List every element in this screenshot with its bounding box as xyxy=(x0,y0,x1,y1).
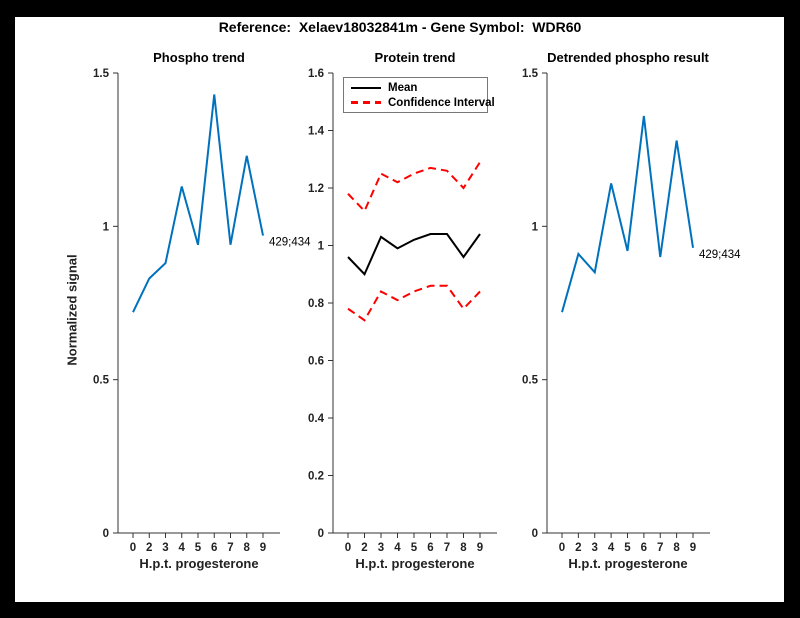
x-tick-label: 7 xyxy=(444,542,450,554)
x-tick-label: 4 xyxy=(394,542,401,554)
x-tick-label: 3 xyxy=(162,542,168,554)
series-line-phospho-signal xyxy=(132,94,264,313)
x-axis-label-1: H.p.t. progesterone xyxy=(139,556,259,571)
y-tick-label: 0.4 xyxy=(308,413,325,425)
x-tick-label: 7 xyxy=(657,542,663,554)
x-tick-label: 6 xyxy=(641,542,647,554)
x-tick-label: 9 xyxy=(690,542,696,554)
x-tick-label: 2 xyxy=(146,542,152,554)
y-tick-label: 0 xyxy=(103,528,109,540)
series-line-confidence-interval-upper xyxy=(347,161,481,213)
series-line-mean xyxy=(347,233,481,277)
x-tick-label: 7 xyxy=(227,542,233,554)
y-tick-label: 0.2 xyxy=(308,471,324,483)
confidence-interval-line-sample-icon xyxy=(351,101,381,104)
y-tick-label: 1 xyxy=(103,221,110,233)
y-tick-label: 1.6 xyxy=(308,68,324,80)
x-tick-label: 5 xyxy=(411,542,418,554)
legend-item-mean: Mean xyxy=(351,82,480,94)
y-tick-label: 1.5 xyxy=(93,68,110,80)
x-tick-label: 0 xyxy=(345,542,351,554)
x-tick-label: 9 xyxy=(477,542,483,554)
x-tick-label: 0 xyxy=(130,542,136,554)
x-tick-label: 3 xyxy=(592,542,598,554)
mean-line-sample-icon xyxy=(351,86,381,89)
endpoint-annotation: 429;434 xyxy=(699,249,741,261)
x-tick-label: 5 xyxy=(624,542,631,554)
y-tick-label: 1.5 xyxy=(522,68,539,80)
y-tick-label: 0.6 xyxy=(308,356,324,368)
legend-item-confidence-interval: Confidence Interval xyxy=(351,97,495,109)
x-tick-label: 0 xyxy=(559,542,565,554)
y-tick-label: 0.5 xyxy=(522,375,539,387)
subplot-title-protein: Protein trend xyxy=(374,50,456,65)
y-tick-label: 1 xyxy=(532,221,539,233)
y-tick-label: 0.8 xyxy=(308,298,325,310)
y-tick-label: 0.5 xyxy=(93,375,110,387)
subplot-title-detrended: Detrended phospho result xyxy=(547,50,709,65)
y-tick-label: 1.4 xyxy=(308,126,325,138)
endpoint-annotation: 429;434 xyxy=(269,237,311,249)
y-tick-label: 0 xyxy=(318,528,324,540)
x-tick-label: 2 xyxy=(361,542,367,554)
y-tick-label: 0 xyxy=(532,528,538,540)
x-tick-label: 8 xyxy=(244,542,251,554)
x-tick-label: 6 xyxy=(427,542,433,554)
y-tick-label: 1.2 xyxy=(308,183,324,195)
series-line-confidence-interval-lower xyxy=(347,284,481,322)
figure-canvas xyxy=(15,17,784,602)
x-tick-label: 8 xyxy=(673,542,680,554)
x-tick-label: 6 xyxy=(211,542,217,554)
legend-box: Mean Confidence Interval xyxy=(343,77,495,113)
x-tick-label: 8 xyxy=(460,542,467,554)
legend-label-mean: Mean xyxy=(388,81,418,94)
x-tick-label: 4 xyxy=(608,542,615,554)
y-tick-label: 1 xyxy=(318,241,325,253)
x-tick-label: 5 xyxy=(195,542,202,554)
series-line-detrended-phospho-signal xyxy=(561,115,694,313)
legend-label-confidence-interval: Confidence Interval xyxy=(388,96,495,109)
subplot-title-phospho: Phospho trend xyxy=(153,50,245,65)
x-tick-label: 3 xyxy=(378,542,384,554)
x-axis-label-3: H.p.t. progesterone xyxy=(568,556,688,571)
figure-title: Reference: Xelaev18032841m - Gene Symbol… xyxy=(218,19,582,35)
x-tick-label: 9 xyxy=(260,542,266,554)
x-tick-label: 4 xyxy=(179,542,186,554)
x-tick-label: 2 xyxy=(575,542,581,554)
x-axis-label-2: H.p.t. progesterone xyxy=(355,556,475,571)
y-axis-label: Normalized signal xyxy=(64,254,80,366)
